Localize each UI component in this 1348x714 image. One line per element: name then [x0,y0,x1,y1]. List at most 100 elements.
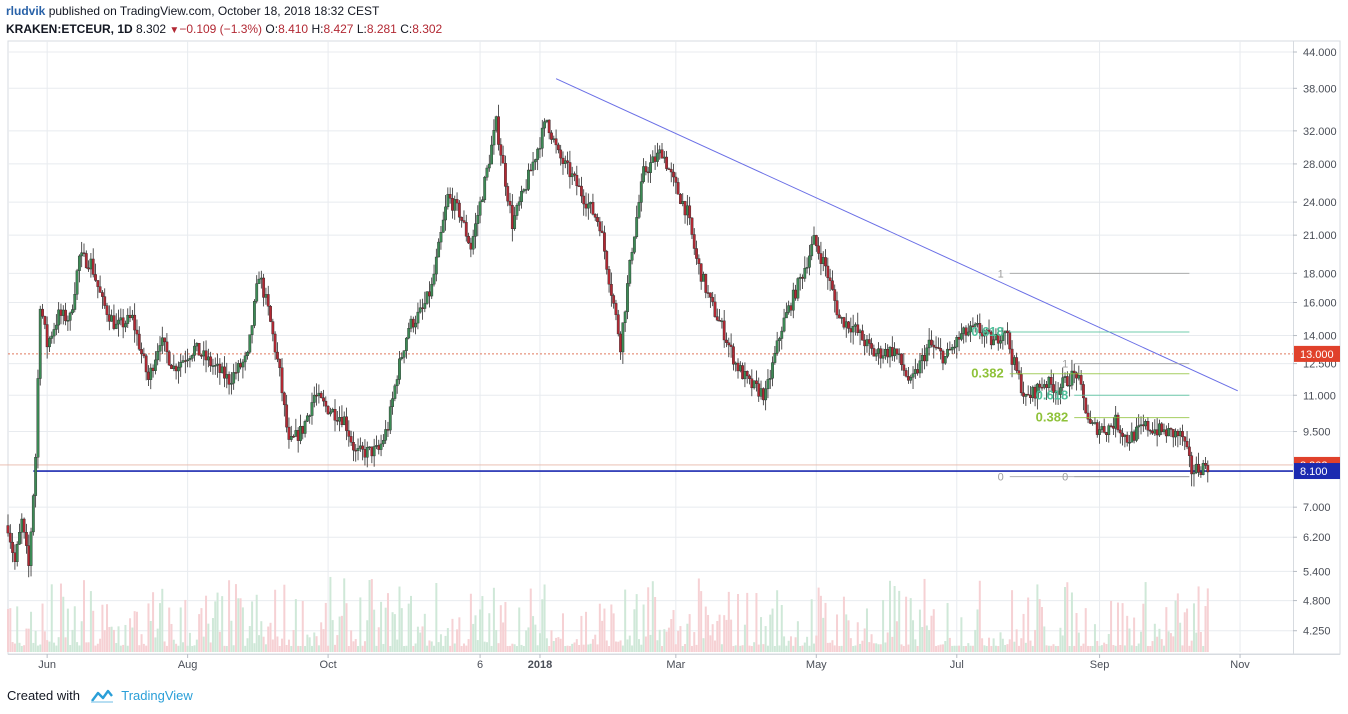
volume-bar [290,645,293,652]
author-link[interactable]: rludvik [6,4,46,18]
candle [232,372,236,384]
volume-bar [297,645,300,652]
candle [913,369,917,374]
volume-bar [520,644,523,652]
candle [183,360,187,362]
candle [817,245,821,254]
volume-bar [971,645,974,652]
candle [6,525,10,534]
volume-bar [946,602,949,652]
candle [1047,377,1051,388]
tradingview-link[interactable]: TradingView [121,688,193,703]
volume-bar [1163,645,1166,652]
candle [105,305,109,315]
candle [402,350,406,358]
volume-bar [856,622,859,652]
candle [646,171,650,174]
candle [135,329,139,335]
candle [209,356,213,366]
candle [538,147,542,150]
volume-bar [962,645,965,652]
volume-bar [693,632,696,652]
volume-bar [888,580,891,652]
volume-bar [85,642,88,652]
volume-bar [460,645,463,652]
volume-bar [444,635,447,652]
candle [246,351,249,356]
candle [377,445,381,450]
candle [676,182,680,195]
publish-text: published on TradingView.com, October 18… [45,4,380,18]
volume-bar [637,639,640,652]
candle [430,283,434,297]
candle [506,186,510,202]
time-tick-label: Sep [1090,659,1110,671]
volume-bar [707,614,710,652]
candle [342,416,346,425]
candle [619,333,622,353]
volume-bar [799,645,802,652]
volume-bar [112,629,115,652]
candle [775,340,779,354]
candle [432,273,436,285]
candle [324,400,328,407]
candle [388,406,392,431]
candle [674,176,678,183]
candle [851,326,855,333]
candle [280,367,284,394]
candle [1086,412,1090,420]
volume-bar [1087,645,1090,652]
candle [485,167,489,178]
candle [531,161,535,171]
volume-bar [912,620,915,652]
volume-bar [281,638,284,652]
volume-bar [115,643,118,652]
volume-bar [419,632,422,652]
candle [669,169,673,173]
volume-bar [582,644,585,652]
volume-bar [504,602,507,652]
volume-bar [545,638,548,652]
candle [713,301,717,317]
candle [368,446,371,449]
candle [1026,393,1030,396]
volume-bar [287,639,290,652]
volume-bar [591,639,594,652]
volume-bar [32,642,35,652]
volume-bar [283,584,286,652]
volume-bar [71,629,74,652]
volume-bar [649,634,652,652]
candle [973,323,977,327]
candle [1010,348,1014,365]
volume-bar [304,646,307,652]
volume-bar [410,595,413,652]
price-tick-label: 21.000 [1303,230,1337,242]
volume-bar [412,645,415,652]
volume-bar [624,589,627,652]
fib-level-label: 0.618 [1036,387,1069,402]
price-tick-label: 7.000 [1303,502,1331,514]
volume-bar [1151,641,1154,652]
volume-bar [670,619,673,652]
volume-bar [1045,645,1048,652]
candle [879,348,883,359]
volume-bar [232,645,235,652]
volume-bar [483,641,486,652]
volume-bar [992,638,995,652]
time-tick-label: Nov [1230,659,1250,671]
volume-bar [421,626,424,652]
volume-bar [405,645,408,652]
candle [338,417,342,422]
volume-bar [407,603,410,652]
candle [347,430,351,437]
volume-bar [750,645,753,652]
candle [282,392,286,406]
volume-bar [695,644,698,652]
volume-bar [842,596,845,652]
candle [609,284,613,296]
volume-bar [748,645,751,652]
symbol-label[interactable]: KRAKEN:ETCEUR, 1D [6,22,133,36]
time-tick-label: 6 [477,659,483,671]
candle [75,270,79,295]
